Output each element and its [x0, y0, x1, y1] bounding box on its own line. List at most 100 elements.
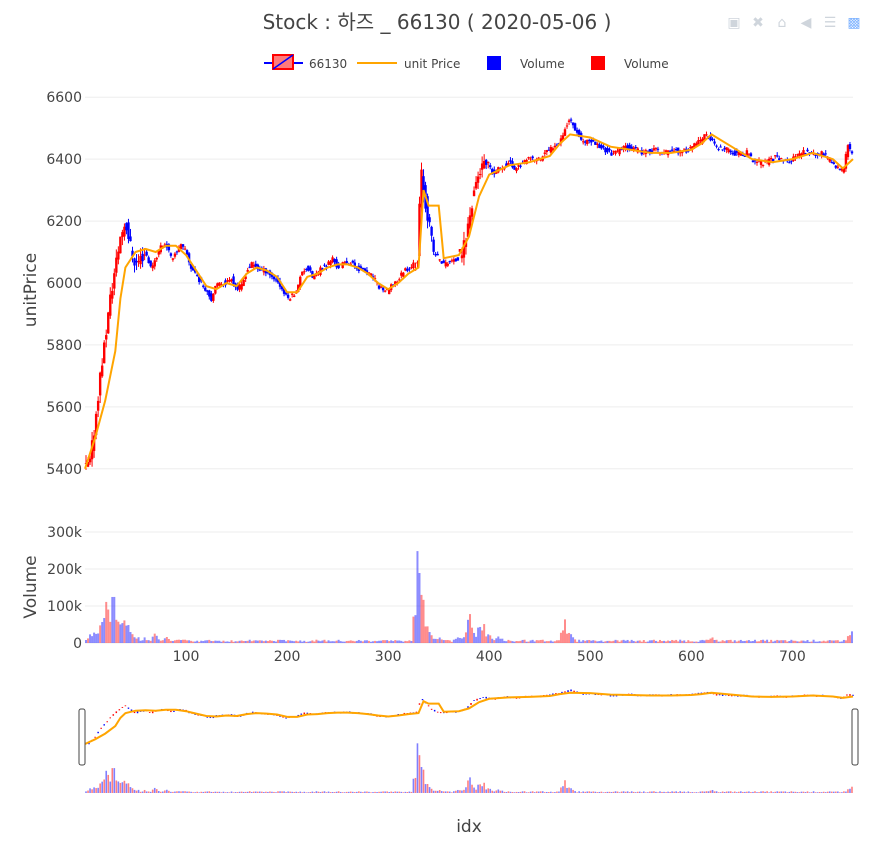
candle-body: [325, 266, 328, 268]
range-slider-volume-bar: [552, 792, 554, 793]
volume-bar: [739, 639, 742, 643]
volume-bar: [559, 632, 562, 643]
candle-body: [523, 160, 526, 163]
range-slider-volume-bar: [752, 791, 754, 793]
range-slider-volume-bar: [226, 792, 229, 793]
range-slider-volume-bar: [289, 791, 291, 793]
candle-body: [351, 260, 354, 263]
range-slider-volume-bar: [392, 791, 395, 793]
candle-body: [832, 162, 835, 164]
candle-body: [454, 258, 458, 262]
candle-body: [676, 147, 680, 154]
range-slider-volume-bar: [541, 791, 544, 793]
range-slider[interactable]: [78, 686, 859, 793]
volume-bar: [543, 641, 546, 643]
candle-body: [155, 257, 158, 260]
range-slider-volume-bar: [693, 792, 696, 793]
volume-bar: [105, 601, 108, 643]
candle-body: [531, 156, 534, 159]
candle-body: [689, 147, 692, 149]
volume-bar: [547, 641, 550, 643]
volume-bar: [398, 640, 401, 643]
candle-body: [442, 260, 445, 263]
candle-body: [185, 250, 189, 255]
candle-body: [715, 145, 718, 147]
candle-body: [173, 253, 177, 257]
camera-icon[interactable]: ▣: [727, 15, 741, 31]
candle-body: [408, 268, 411, 270]
range-slider-volume-bar: [469, 777, 471, 793]
candle-body: [123, 226, 126, 237]
volume-bar: [701, 639, 704, 643]
plotly-logo-icon[interactable]: ▩: [847, 15, 861, 31]
range-slider-volume-bar: [101, 781, 103, 793]
candle-body: [517, 165, 520, 167]
volume-bar: [121, 623, 124, 643]
home-icon[interactable]: ⌂: [777, 15, 787, 31]
range-slider-left-handle[interactable]: [78, 708, 86, 766]
candle-body: [416, 262, 419, 264]
range-slider-volume-bar: [835, 791, 837, 793]
range-slider-volume-bar: [327, 791, 330, 793]
legend-item-volume-blue[interactable]: Volume: [487, 56, 565, 71]
volume-bar: [406, 641, 409, 643]
range-slider-volume-bar: [446, 791, 449, 793]
candle-body: [705, 134, 708, 136]
volume-bar: [402, 641, 405, 643]
volume-bar: [481, 630, 484, 643]
range-slider-volume-bar: [733, 791, 736, 793]
volume-bar: [167, 638, 170, 643]
range-slider-volume-bar: [311, 791, 314, 793]
range-slider-volume-bar: [691, 792, 694, 793]
range-slider-volume-bar: [614, 791, 617, 793]
range-slider-volume-bar: [202, 791, 205, 793]
range-slider-volume-bar: [497, 789, 500, 793]
volume-bar: [721, 640, 724, 643]
volume-bar: [729, 639, 732, 643]
volume-bar: [770, 639, 773, 643]
volume-bar: [669, 641, 672, 643]
volume-bar: [650, 640, 653, 643]
range-slider-volume-bar: [299, 791, 302, 793]
candle-body: [616, 150, 619, 152]
range-slider-volume-bar: [543, 792, 546, 793]
autoscale-icon[interactable]: ✖: [752, 15, 764, 31]
volume-bar: [507, 639, 510, 643]
range-slider-volume-bar: [568, 787, 570, 793]
volume-bar: [432, 638, 435, 643]
range-slider-volume-bar: [667, 791, 669, 793]
legend-item-candles[interactable]: 66130: [264, 54, 347, 71]
volume-bar: [521, 639, 524, 643]
range-slider-volume-bar: [681, 791, 684, 793]
legend-item-unit-price[interactable]: unit Price: [357, 57, 460, 71]
range-slider-volume-bar: [95, 788, 97, 793]
range-slider-volume-bar: [695, 792, 698, 793]
volume-bar: [438, 637, 441, 643]
range-slider-volume-bar: [390, 791, 392, 793]
range-slider-volume-bar: [218, 791, 221, 793]
candle-body: [373, 278, 377, 280]
volume-bar: [204, 640, 207, 643]
hover-closest-icon[interactable]: ◀: [800, 15, 812, 31]
volume-bar: [766, 639, 769, 643]
range-slider-volume-bar: [113, 768, 116, 793]
volume-bar: [103, 618, 106, 643]
range-slider-volume-bar: [707, 791, 710, 793]
volume-bar: [460, 638, 463, 643]
volume-bar: [483, 624, 486, 643]
volume-bar: [531, 639, 534, 643]
candle-body: [143, 254, 146, 256]
candle-body: [353, 262, 357, 266]
hover-compare-icon[interactable]: ☰: [823, 15, 837, 31]
volume-bar: [351, 640, 354, 643]
legend-item-volume-red[interactable]: Volume: [591, 56, 669, 71]
volume-bar: [762, 639, 765, 643]
range-slider-right-handle[interactable]: [851, 708, 859, 766]
candle-body: [505, 163, 508, 167]
volume-bar: [378, 640, 381, 643]
range-slider-volume-bar: [109, 781, 112, 793]
volume-bar: [159, 640, 162, 643]
candle-body: [664, 150, 668, 153]
range-slider-volume-bar: [214, 791, 217, 793]
volume-bar: [509, 640, 512, 643]
